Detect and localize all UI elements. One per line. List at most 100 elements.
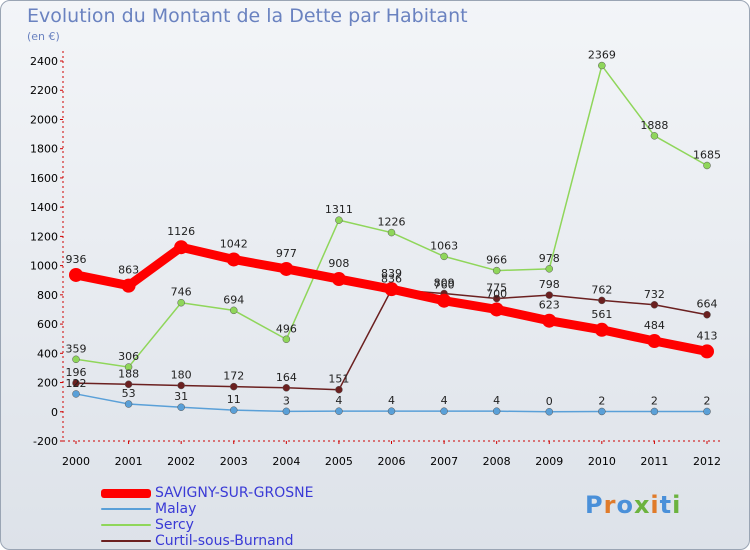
data-label-savigny-sur-grosne: 561 bbox=[591, 308, 612, 321]
data-point-savigny-sur-grosne bbox=[437, 293, 452, 308]
y-tick-label: 2400 bbox=[30, 55, 58, 68]
data-point-malay bbox=[335, 407, 343, 415]
data-label-curtil-sous-burnand: 664 bbox=[697, 298, 718, 311]
legend-swatch-savigny bbox=[101, 488, 151, 498]
data-label-sercy: 746 bbox=[171, 286, 192, 299]
data-point-malay bbox=[124, 400, 133, 408]
data-label-malay: 11 bbox=[227, 393, 241, 406]
data-label-curtil-sous-burnand: 188 bbox=[118, 367, 139, 380]
y-tick-label: 200 bbox=[37, 377, 58, 390]
data-label-savigny-sur-grosne: 977 bbox=[276, 247, 297, 260]
data-label-savigny-sur-grosne: 936 bbox=[66, 253, 87, 266]
data-point-curtil-sous-burnand bbox=[124, 380, 133, 389]
legend-label-sercy: Sercy bbox=[155, 517, 194, 533]
y-tick-label: 800 bbox=[37, 289, 58, 302]
data-point-curtil-sous-burnand bbox=[282, 384, 291, 392]
data-point-savigny-sur-grosne bbox=[489, 302, 504, 317]
data-point-sercy bbox=[387, 228, 396, 237]
x-tick-label: 2004 bbox=[272, 455, 300, 468]
data-label-malay: 53 bbox=[122, 387, 136, 400]
data-point-curtil-sous-burnand bbox=[177, 381, 185, 390]
data-label-curtil-sous-burnand: 151 bbox=[328, 373, 349, 386]
data-point-curtil-sous-burnand bbox=[598, 296, 606, 305]
data-label-savigny-sur-grosne: 623 bbox=[539, 299, 560, 312]
data-label-curtil-sous-burnand: 809 bbox=[434, 277, 455, 290]
data-point-malay bbox=[387, 407, 396, 415]
x-tick-label: 2008 bbox=[483, 455, 511, 468]
data-label-savigny-sur-grosne: 413 bbox=[697, 329, 718, 342]
y-tick-label: 1400 bbox=[30, 201, 58, 214]
data-label-curtil-sous-burnand: 196 bbox=[66, 366, 87, 379]
data-label-malay: 31 bbox=[174, 390, 188, 403]
data-label-sercy: 1063 bbox=[430, 239, 458, 252]
x-tick-label: 2003 bbox=[220, 455, 248, 468]
data-label-malay: 4 bbox=[388, 394, 395, 407]
data-label-savigny-sur-grosne: 1126 bbox=[167, 225, 195, 238]
data-label-malay: 3 bbox=[283, 394, 290, 407]
data-point-sercy bbox=[650, 132, 659, 140]
data-label-savigny-sur-grosne: 760 bbox=[434, 279, 455, 292]
data-label-savigny-sur-grosne: 863 bbox=[118, 264, 139, 277]
x-tick-label: 2001 bbox=[115, 455, 143, 468]
y-tick-label: 1800 bbox=[30, 143, 58, 156]
chart-unit: (en €) bbox=[27, 30, 60, 43]
data-label-sercy: 496 bbox=[276, 322, 297, 335]
data-label-sercy: 359 bbox=[66, 342, 87, 355]
legend-swatch-curtil bbox=[101, 540, 151, 542]
data-label-savigny-sur-grosne: 908 bbox=[328, 257, 349, 270]
y-tick-label: 0 bbox=[51, 406, 58, 419]
data-label-sercy: 1226 bbox=[378, 216, 406, 229]
data-label-malay: 2 bbox=[651, 394, 658, 407]
data-point-savigny-sur-grosne bbox=[647, 334, 662, 349]
data-point-sercy bbox=[230, 306, 238, 315]
data-point-malay bbox=[282, 407, 291, 416]
data-point-sercy bbox=[282, 335, 291, 344]
data-label-curtil-sous-burnand: 775 bbox=[486, 282, 507, 295]
data-point-malay bbox=[177, 403, 185, 411]
y-tick-label: 400 bbox=[37, 347, 58, 360]
data-label-savigny-sur-grosne: 700 bbox=[486, 287, 507, 300]
data-point-savigny-sur-grosne bbox=[700, 344, 714, 359]
x-tick-label: 2009 bbox=[535, 455, 563, 468]
data-point-savigny-sur-grosne bbox=[542, 313, 557, 328]
legend-item-curtil: Curtil-sous-Burnand bbox=[101, 533, 313, 549]
data-label-malay: 4 bbox=[335, 394, 342, 407]
data-label-malay: 4 bbox=[493, 394, 500, 407]
data-point-sercy bbox=[124, 363, 133, 371]
data-point-savigny-sur-grosne bbox=[174, 240, 189, 255]
data-point-sercy bbox=[598, 61, 606, 70]
legend-label-curtil: Curtil-sous-Burnand bbox=[155, 533, 294, 549]
data-point-sercy bbox=[72, 355, 80, 364]
data-label-sercy: 1311 bbox=[325, 203, 353, 216]
x-tick-label: 2011 bbox=[640, 455, 668, 468]
y-tick-label: 600 bbox=[37, 318, 58, 331]
series-line-savigny-sur-grosne bbox=[71, 242, 712, 356]
data-point-malay bbox=[492, 407, 501, 415]
data-point-savigny-sur-grosne bbox=[226, 252, 241, 267]
data-label-curtil-sous-burnand: 180 bbox=[171, 368, 192, 381]
y-tick-label: 1000 bbox=[30, 260, 58, 273]
data-point-savigny-sur-grosne bbox=[121, 278, 136, 293]
data-point-savigny-sur-grosne bbox=[594, 322, 609, 337]
legend-item-malay: Malay bbox=[101, 501, 313, 517]
data-point-malay bbox=[598, 407, 606, 416]
y-tick-label: 2200 bbox=[30, 84, 58, 97]
data-label-curtil-sous-burnand: 798 bbox=[539, 278, 560, 291]
data-point-malay bbox=[650, 407, 659, 416]
data-point-curtil-sous-burnand bbox=[703, 310, 711, 319]
data-label-sercy: 1685 bbox=[693, 149, 721, 162]
data-label-sercy: 306 bbox=[118, 350, 139, 363]
data-point-malay bbox=[440, 407, 448, 415]
data-point-sercy bbox=[177, 298, 185, 307]
legend-swatch-malay bbox=[101, 508, 151, 510]
x-tick-label: 2006 bbox=[378, 455, 406, 468]
data-label-malay: 2 bbox=[704, 394, 711, 407]
data-label-savigny-sur-grosne: 1042 bbox=[220, 237, 248, 250]
legend-label-savigny: SAVIGNY-SUR-GROSNE bbox=[155, 485, 314, 501]
data-point-curtil-sous-burnand bbox=[230, 382, 238, 391]
data-label-malay: 4 bbox=[441, 394, 448, 407]
data-label-sercy: 978 bbox=[539, 252, 560, 265]
y-tick-label: 1600 bbox=[30, 172, 58, 185]
x-tick-label: 2000 bbox=[62, 455, 90, 468]
